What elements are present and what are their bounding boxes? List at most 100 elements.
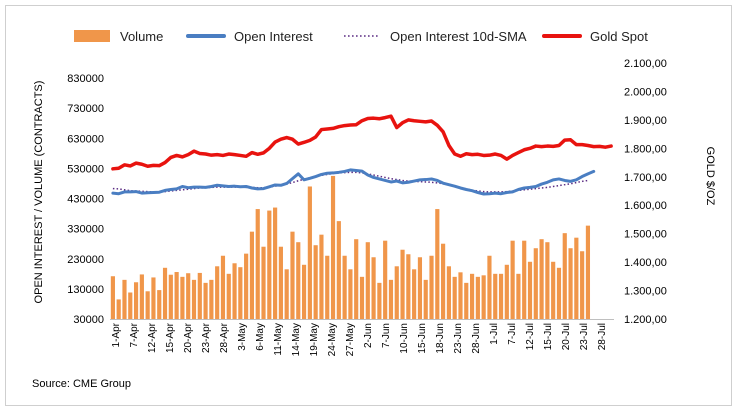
volume-bar [365,242,370,319]
volume-bar [232,263,237,319]
right-axis: 2.100,00 2.000,00 1.900,00 1.800,00 1.700,00… [624,58,667,326]
volume-bar [533,248,538,319]
volume-bar [226,273,231,319]
x-tick-label: 28-Jul [597,323,608,350]
right-tick-label: 1.800,00 [624,143,667,155]
x-tick-label: 23-Jul [579,323,590,350]
volume-bar [562,233,567,319]
volume-bar [151,277,156,319]
volume-bar [330,175,336,319]
volume-bar [498,273,504,319]
volume-bar [464,282,469,319]
volume-bar [197,272,202,319]
right-tick-label: 1.600,00 [624,200,667,212]
legend-swatch-volume [74,30,110,42]
x-tick-label: 23-Apr [201,322,212,353]
volume-bar [487,255,492,319]
volume-bar [475,276,480,319]
volume-bar [284,269,289,319]
x-tick-label: 12-Apr [147,322,158,353]
left-tick-label: 430000 [67,194,104,206]
volume-bar [400,249,405,319]
volume-bar [354,239,359,319]
volume-bar [139,274,144,319]
volume-bar [238,267,243,319]
volume-bar [215,266,220,319]
x-tick-label: 24-May [327,323,338,356]
open-interest-line [111,168,596,196]
x-tick-label: 10-Jun [399,323,410,354]
left-tick-label: 330000 [67,224,104,236]
volume-bar [122,279,127,319]
legend-label-gold: Gold Spot [590,29,648,44]
volume-bar [469,273,475,319]
volume-bar [255,209,260,319]
volume-bar [209,279,214,319]
series-lines [111,114,613,196]
x-tick-label: 2-Jun [363,323,374,348]
right-axis-title: GOLD $/OZ [704,147,716,206]
volume-bar [359,276,365,319]
volume-bar [157,290,162,319]
volume-bar [307,186,312,319]
right-tick-label: 1.300,00 [624,286,667,298]
x-tick-label: 1-Apr [111,322,122,347]
x-axis: 1-Apr 7-Apr 12-Apr 15-Apr 20-Apr 23-Apr 28-Apr… [110,319,614,356]
right-tick-label: 2.000,00 [624,86,667,98]
left-axis-title: OPEN INTEREST / VOLUME (CONTRACTS) [33,81,45,304]
x-tick-label: 28-Apr [219,322,230,353]
volume-bar [551,261,556,319]
x-tick-label: 15-Jun [417,323,428,354]
x-tick-label: 27-May [345,323,356,356]
volume-bar [174,272,179,319]
volume-bar [394,266,399,319]
volume-bar [556,267,562,319]
volume-bar [301,264,307,319]
volume-bar [191,279,197,319]
x-tick-label: 11-May [273,323,284,356]
volume-bar [383,240,388,319]
chart-svg: Volume Open Interest Open Interest 10d-SMA… [33,29,716,356]
volume-bar [377,282,382,319]
volume-bar [296,242,301,319]
volume-bar [568,248,573,319]
volume-bar [516,273,521,319]
gold-spot-line [111,114,613,171]
right-tick-label: 2.100,00 [624,58,667,70]
volume-bar [168,274,173,319]
x-tick-label: 1-Jul [489,323,500,345]
left-tick-label: 30000 [73,314,104,326]
volume-bar [186,273,191,319]
right-tick-label: 1.900,00 [624,115,667,127]
right-tick-label: 1.400,00 [624,257,667,269]
x-tick-label: 12-Jul [525,323,536,350]
x-tick-label: 15-Jul [543,323,554,350]
volume-bar [220,255,226,319]
volume-bar [249,231,255,319]
volume-bar [203,282,208,319]
volume-bar [435,209,440,319]
volume-bar [412,269,417,319]
x-tick-label: 28-Jun [471,323,482,354]
x-tick-label: 7-Jul [507,323,518,345]
volume-bar [510,240,515,319]
legend-label-sma: Open Interest 10d-SMA [390,29,527,44]
volume-bar [348,269,353,319]
x-tick-label: 3-May [237,323,248,351]
x-tick-label: 20-Jul [561,323,572,350]
volume-bar [342,255,347,319]
volume-bar [162,267,168,319]
volume-bar [441,243,446,319]
volume-bar [319,234,324,319]
legend-label-oi: Open Interest [234,29,313,44]
legend: Volume Open Interest Open Interest 10d-SMA… [74,29,648,44]
right-tick-label: 1.200,00 [624,314,667,326]
volume-bar [522,240,527,319]
x-tick-label: 19-May [309,323,320,356]
left-axis: 830000 730000 630000 530000 430000 330000 2300… [67,73,104,326]
volume-bar [180,276,185,319]
x-tick-label: 15-Apr [165,322,176,353]
x-tick-label: 20-Apr [183,322,194,353]
volume-bar [278,246,283,319]
volume-bar [133,282,139,319]
